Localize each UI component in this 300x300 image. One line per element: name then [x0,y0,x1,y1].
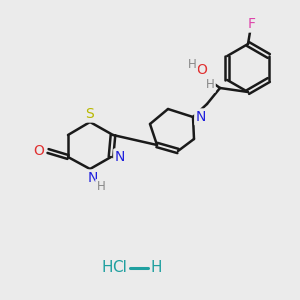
Text: N: N [88,171,98,185]
Text: O: O [34,144,44,158]
Text: O: O [196,63,207,77]
Text: H: H [101,260,113,275]
Text: H: H [150,260,162,275]
Text: H: H [206,79,214,92]
Text: N: N [196,110,206,124]
Text: F: F [248,17,256,31]
Text: H: H [97,181,105,194]
Text: Cl: Cl [112,260,128,275]
Text: N: N [115,150,125,164]
Text: H: H [188,58,196,70]
Text: S: S [85,107,94,121]
